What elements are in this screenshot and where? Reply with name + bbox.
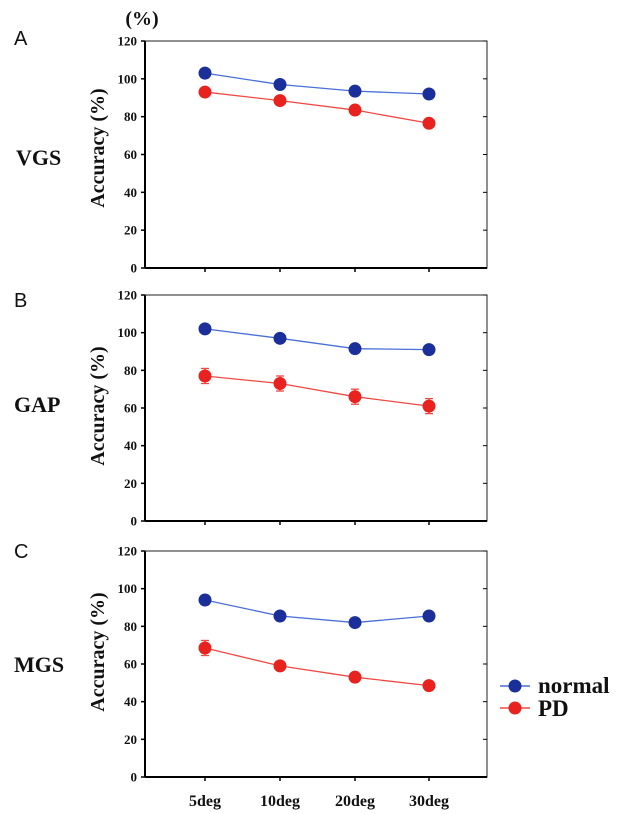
plot-frame <box>144 294 488 522</box>
series-line-pd <box>204 91 430 124</box>
y-tick-label: 20 <box>124 223 137 238</box>
panel-b: B GAP Accuracy (%) 0 20 40 60 80 100 120 <box>14 288 488 529</box>
panel-letter-c: C <box>14 541 28 563</box>
data-point-pd <box>348 670 362 684</box>
y-tick-label: 40 <box>124 438 137 453</box>
data-point-pd <box>348 103 362 117</box>
series-line-pd <box>204 375 430 407</box>
data-point-pd <box>198 369 212 383</box>
y-tick-label: 80 <box>124 363 137 378</box>
data-point-normal <box>273 331 287 345</box>
plot-area-b: 0 20 40 60 80 100 120 <box>118 288 488 529</box>
data-point-normal <box>422 609 436 623</box>
y-tick-label: 20 <box>124 732 137 747</box>
panel-letter-a: A <box>14 28 28 50</box>
series-line-normal <box>204 328 430 351</box>
legend: normal PD <box>500 673 610 721</box>
data-point-pd <box>422 399 436 413</box>
data-point-normal <box>198 593 212 607</box>
data-point-pd <box>198 641 212 655</box>
y-tick-label: 0 <box>131 770 138 785</box>
data-point-normal <box>422 343 436 357</box>
y-tick-label: 100 <box>118 71 138 86</box>
y-tick-label: 60 <box>124 657 137 672</box>
legend-marker-pd <box>508 701 522 715</box>
panel-c: C MGS Accuracy (%) 0 20 40 60 80 100 120 <box>14 541 488 785</box>
data-point-normal <box>348 84 362 98</box>
x-tick-label: 20deg <box>335 793 375 810</box>
data-point-pd <box>422 116 436 130</box>
y-tick-label: 60 <box>124 401 137 416</box>
series-line-normal <box>204 72 430 95</box>
y-tick-label: 40 <box>124 694 137 709</box>
legend-label-normal: normal <box>538 673 610 698</box>
x-tick-labels: 5deg 10deg 20deg 30deg <box>189 793 449 810</box>
x-tick-label: 10deg <box>260 793 300 810</box>
x-tick-label: 5deg <box>189 793 221 810</box>
data-point-pd <box>273 659 287 673</box>
condition-label-mgs: MGS <box>14 652 64 677</box>
data-point-pd <box>273 377 287 391</box>
y-tick-label: 120 <box>118 34 138 49</box>
y-tick-label: 120 <box>118 288 138 303</box>
data-point-normal <box>198 322 212 336</box>
data-point-normal <box>273 609 287 623</box>
data-point-normal <box>273 78 287 92</box>
panel-a: A VGS Accuracy (%) 0 20 40 60 80 100 120 <box>14 28 488 276</box>
y-axis-label-b: Accuracy (%) <box>87 346 109 465</box>
condition-label-vgs: VGS <box>16 145 61 170</box>
data-point-pd <box>198 85 212 99</box>
plot-area-c: 0 20 40 60 80 100 120 <box>118 544 488 785</box>
plot-frame <box>144 550 488 778</box>
plot-area-a: 0 20 40 60 80 100 120 <box>118 34 488 276</box>
y-tick-label: 100 <box>118 581 138 596</box>
y-axis-label-c: Accuracy (%) <box>87 592 109 711</box>
y-tick-label: 120 <box>118 544 138 559</box>
y-tick-label: 100 <box>118 325 138 340</box>
series-line-pd <box>204 647 430 687</box>
data-point-normal <box>348 616 362 630</box>
data-point-pd <box>273 94 287 108</box>
y-axis-label-a: Accuracy (%) <box>87 88 109 207</box>
plot-frame <box>144 40 488 269</box>
y-tick-label: 40 <box>124 185 137 200</box>
data-point-pd <box>348 390 362 404</box>
panel-letter-b: B <box>14 290 27 312</box>
y-tick-label: 0 <box>131 261 138 276</box>
y-tick-label: 0 <box>131 514 138 529</box>
y-tick-label: 80 <box>124 109 137 124</box>
x-tick-label: 30deg <box>409 793 449 810</box>
y-tick-label: 60 <box>124 147 137 162</box>
series-line-normal <box>204 599 430 624</box>
y-tick-label: 20 <box>124 476 137 491</box>
data-point-normal <box>348 342 362 356</box>
legend-marker-normal <box>508 679 522 693</box>
unit-label: (%) <box>125 8 158 30</box>
data-point-normal <box>422 87 436 101</box>
y-tick-label: 80 <box>124 619 137 634</box>
data-point-pd <box>422 679 436 693</box>
legend-label-pd: PD <box>538 696 569 721</box>
condition-label-gap: GAP <box>14 392 60 417</box>
data-point-normal <box>198 66 212 80</box>
